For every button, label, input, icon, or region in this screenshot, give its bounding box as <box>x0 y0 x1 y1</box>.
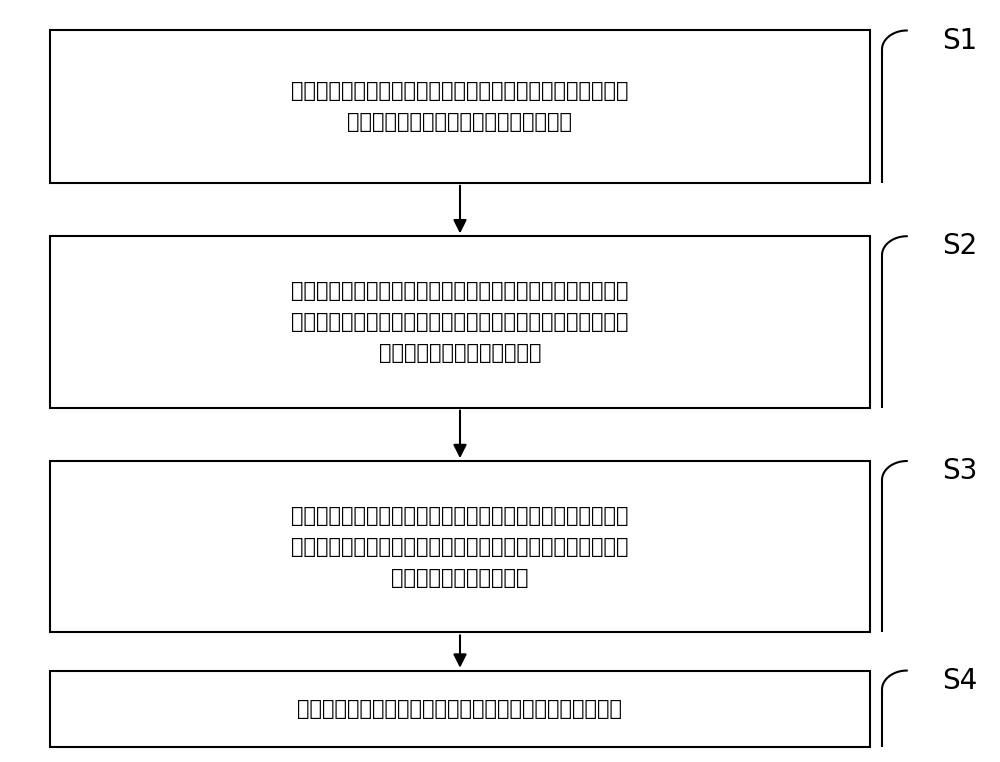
FancyBboxPatch shape <box>50 236 870 408</box>
Text: 对相位加权后的绝对相位图进行相位点匹配，重建三维点云: 对相位加权后的绝对相位图进行相位点匹配，重建三维点云 <box>297 699 622 719</box>
Text: 向待测工件表面投射一组多频光栅条纹图像，通过左右相机同
步获取在待测工件表面形成的条纹投影图: 向待测工件表面投射一组多频光栅条纹图像，通过左右相机同 步获取在待测工件表面形成… <box>291 81 629 133</box>
Text: 基于条纹投影图分别获取各频率下左右相机的相对相位图及任
一频率下左右相机的调制度图；对所述任一频率下的相对相位
图进行解相，获取绝对相位图: 基于条纹投影图分别获取各频率下左右相机的相对相位图及任 一频率下左右相机的调制度… <box>291 280 629 363</box>
FancyBboxPatch shape <box>50 461 870 632</box>
Text: 根据调制度图中各像素点的调制度、相位对比度及过饱和系数
，计算各像素点的加权系数；对各像素点进行相位加权，得到
相位加权后的绝对相位图: 根据调制度图中各像素点的调制度、相位对比度及过饱和系数 ，计算各像素点的加权系数… <box>291 505 629 588</box>
FancyBboxPatch shape <box>50 30 870 183</box>
Text: S1: S1 <box>942 27 977 55</box>
FancyBboxPatch shape <box>50 671 870 747</box>
Text: S3: S3 <box>942 457 977 485</box>
Text: S4: S4 <box>942 667 977 695</box>
Text: S2: S2 <box>942 232 977 261</box>
